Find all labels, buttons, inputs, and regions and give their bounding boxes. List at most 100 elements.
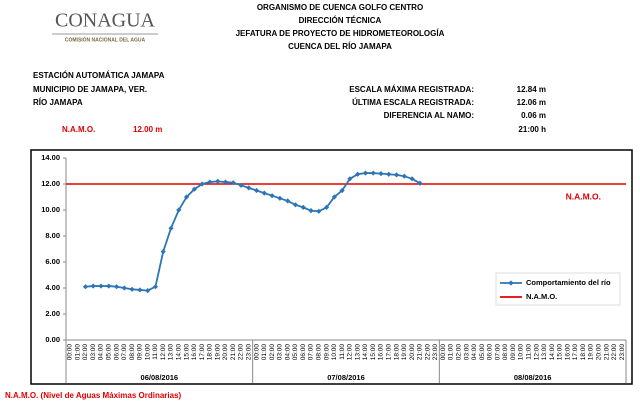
legend-label: Comportamiento del río [526, 278, 611, 287]
x-tick-label: 09:00 [323, 344, 330, 361]
x-tick-label: 11:00 [152, 344, 159, 360]
title-line: ORGANISMO DE CUENCA GOLFO CENTRO [257, 3, 423, 12]
x-tick-label: 13:00 [168, 344, 175, 361]
x-tick-label: 10:00 [518, 344, 525, 361]
x-tick-label: 02:00 [82, 344, 89, 361]
x-tick-label: 19:00 [588, 344, 595, 361]
x-tick-label: 10:00 [144, 344, 151, 361]
point-marker [393, 172, 400, 178]
x-tick-label: 12:00 [347, 344, 354, 361]
x-tick-label: 01:00 [448, 344, 455, 361]
x-tick-label: 21:00 [603, 344, 610, 361]
x-tick-label: 06:00 [487, 344, 494, 361]
x-tick-label: 19:00 [214, 344, 221, 361]
point-marker [183, 194, 190, 200]
x-tick-label: 07:00 [308, 344, 315, 361]
x-tick-label: 17:00 [572, 344, 579, 361]
y-tick-label: 14.00 [41, 153, 60, 162]
station-line: MUNICIPIO DE JAMAPA, VER. [33, 85, 147, 94]
stat-label: DIFERENCIA AL NAMO: [384, 111, 474, 120]
x-tick-label: 23:00 [245, 344, 252, 361]
point-marker [339, 187, 345, 194]
x-tick-label: 18:00 [393, 344, 400, 361]
stat-value: 12.84 m [517, 85, 546, 94]
point-marker [285, 198, 291, 204]
point-marker [261, 190, 267, 196]
point-marker [292, 202, 299, 208]
point-marker [355, 171, 361, 177]
point-marker [347, 176, 353, 182]
point-marker [160, 249, 166, 255]
stat-value: 12.06 m [517, 98, 546, 107]
x-tick-label: 08:00 [315, 344, 322, 361]
chart-frame [30, 149, 633, 385]
x-tick-label: 07:00 [121, 344, 128, 361]
point-marker [121, 285, 127, 291]
logo-subtitle: COMISIÓN NACIONAL DEL AGUA [65, 35, 146, 43]
point-marker [215, 178, 221, 184]
y-tick-label: 2.00 [45, 309, 60, 318]
footer: N.A.M.O. (Nivel de Aguas Máximas Ordinar… [5, 391, 182, 400]
x-tick-label: 04:00 [284, 344, 291, 361]
x-tick-label: 10:00 [331, 344, 338, 361]
title-line: CUENCA DEL RÍO JAMAPA [288, 42, 392, 51]
x-tick-label: 20:00 [222, 344, 229, 361]
point-marker [222, 179, 229, 185]
x-tick-label: 22:00 [424, 344, 431, 361]
x-tick-label: 17:00 [199, 344, 206, 361]
station-line: RÍO JAMAPA [33, 98, 83, 107]
x-tick-label: 21:00 [417, 344, 424, 361]
point-marker [152, 284, 159, 290]
stat-label: ESCALA MÁXIMA REGISTRADA: [349, 85, 474, 94]
group-label: 07/08/2016 [327, 373, 365, 382]
x-tick-label: 02:00 [455, 344, 462, 361]
x-tick-label: 11:00 [525, 344, 532, 360]
x-tick-label: 03:00 [463, 344, 470, 361]
x-tick-label: 03:00 [277, 344, 284, 361]
legend-marker [508, 280, 514, 286]
x-tick-label: 03:00 [90, 344, 97, 361]
x-tick-label: 15:00 [183, 344, 190, 361]
y-tick-label: 12.00 [41, 179, 60, 188]
x-tick-label: 12:00 [160, 344, 167, 361]
station-line: ESTACIÓN AUTOMÁTICA JAMAPA [33, 71, 165, 80]
point-marker [277, 195, 283, 201]
point-marker [417, 180, 423, 186]
point-marker [238, 182, 244, 188]
x-tick-label: 09:00 [510, 344, 517, 361]
point-marker [191, 186, 197, 192]
point-marker [378, 171, 384, 177]
x-tick-label: 22:00 [611, 344, 618, 361]
x-tick-label: 14:00 [549, 344, 556, 361]
reference-label: N.A.M.O. [566, 191, 601, 201]
point-marker [331, 194, 337, 200]
point-marker [269, 193, 275, 199]
time: 21:00 h [518, 125, 546, 134]
namo-value: 12.00 m [133, 125, 162, 134]
point-marker [253, 187, 260, 194]
point-marker [401, 173, 407, 179]
point-marker [300, 204, 306, 210]
legend-label: N.A.M.O. [526, 292, 557, 301]
point-marker [316, 208, 322, 214]
x-tick-label: 08:00 [129, 344, 136, 361]
x-tick-label: 16:00 [191, 344, 198, 361]
point-marker [145, 288, 151, 294]
x-tick-label: 13:00 [354, 344, 361, 361]
point-marker [98, 283, 104, 289]
y-tick-label: 0.00 [45, 335, 60, 344]
point-marker [137, 287, 143, 293]
x-tick-label: 13:00 [541, 344, 548, 361]
point-marker [386, 171, 392, 177]
x-tick-label: 01:00 [74, 344, 81, 361]
legend-box [495, 272, 621, 306]
title-line: DIRECCIÓN TÉCNICA [299, 16, 382, 25]
y-tick-label: 6.00 [45, 257, 60, 266]
x-tick-label: 17:00 [385, 344, 392, 361]
x-tick-label: 18:00 [207, 344, 214, 361]
x-tick-label: 04:00 [98, 344, 105, 361]
point-marker [113, 284, 120, 290]
x-tick-label: 16:00 [378, 344, 385, 361]
point-marker [323, 204, 330, 210]
x-tick-label: 04:00 [471, 344, 478, 361]
